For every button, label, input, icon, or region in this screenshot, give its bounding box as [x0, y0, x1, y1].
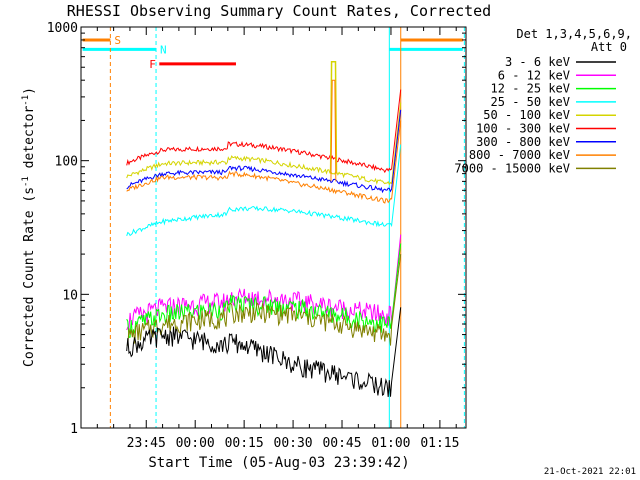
y-tick-label: 1 [70, 422, 78, 437]
legend-label: 50 - 100 keV [483, 108, 570, 122]
series-layer [126, 60, 402, 397]
series-spike [329, 60, 338, 174]
y-axis-label-exp1: -1 [21, 176, 31, 187]
legend-label: 800 - 7000 keV [469, 148, 570, 162]
y-axis-label-main: Corrected Count Rate (s [22, 187, 37, 367]
legend-label: 300 - 800 keV [476, 135, 570, 149]
band-label: F [149, 58, 156, 71]
series-line [126, 307, 402, 397]
legend-label: 3 - 6 keV [505, 55, 570, 69]
x-tick-label: 01:15 [420, 436, 459, 451]
legend-label: 6 - 12 keV [498, 68, 570, 82]
y-tick-label: 1000 [47, 21, 78, 36]
series-spike [330, 79, 337, 182]
series-line [126, 254, 402, 346]
series-line [126, 102, 402, 186]
band-label: S [114, 34, 121, 47]
axis-layer: 1 10 100 1000 23:45 00:00 00:15 00:30 00:45 01:00… [47, 21, 467, 451]
plot-frame [80, 26, 467, 429]
x-tick-label: 00:00 [176, 436, 215, 451]
legend-label: 25 - 50 keV [491, 95, 570, 109]
series-line [126, 89, 402, 174]
x-tick-label: 00:15 [225, 436, 264, 451]
series-line [126, 109, 402, 194]
series-line [126, 120, 402, 204]
series-line [126, 243, 402, 338]
y-axis-label-end: ) [22, 87, 37, 95]
x-tick-label: 00:45 [322, 436, 361, 451]
footer-date: 21-Oct-2021 22:01 [544, 467, 636, 477]
legend-label: 100 - 300 keV [476, 122, 570, 136]
y-axis-label-mid: detector [22, 106, 37, 177]
y-axis-label-exp2: -1 [21, 95, 31, 106]
x-tick-label: 01:00 [371, 436, 410, 451]
legend-label: 7000 - 15000 keV [454, 161, 570, 175]
legend-label: 12 - 25 keV [491, 82, 570, 96]
y-tick-label: 100 [55, 155, 78, 170]
x-tick-label: 00:30 [274, 436, 313, 451]
band-label: N [160, 43, 167, 56]
y-axis-label: Corrected Count Rate (s-1 detector-1) [21, 87, 37, 367]
x-tick-label: 23:45 [127, 436, 166, 451]
legend-header-line2: Att 0 [591, 40, 627, 54]
series-line [126, 144, 402, 237]
x-axis-label: Start Time (05-Aug-03 23:39:42) [148, 455, 409, 471]
attenuator-bands-layer: S NF [82, 27, 467, 428]
y-tick-label: 10 [62, 288, 78, 303]
legend-header-line1: Det 1,3,4,5,6,9, [516, 27, 632, 41]
chart-title: RHESSI Observing Summary Count Rates, Co… [67, 2, 491, 20]
